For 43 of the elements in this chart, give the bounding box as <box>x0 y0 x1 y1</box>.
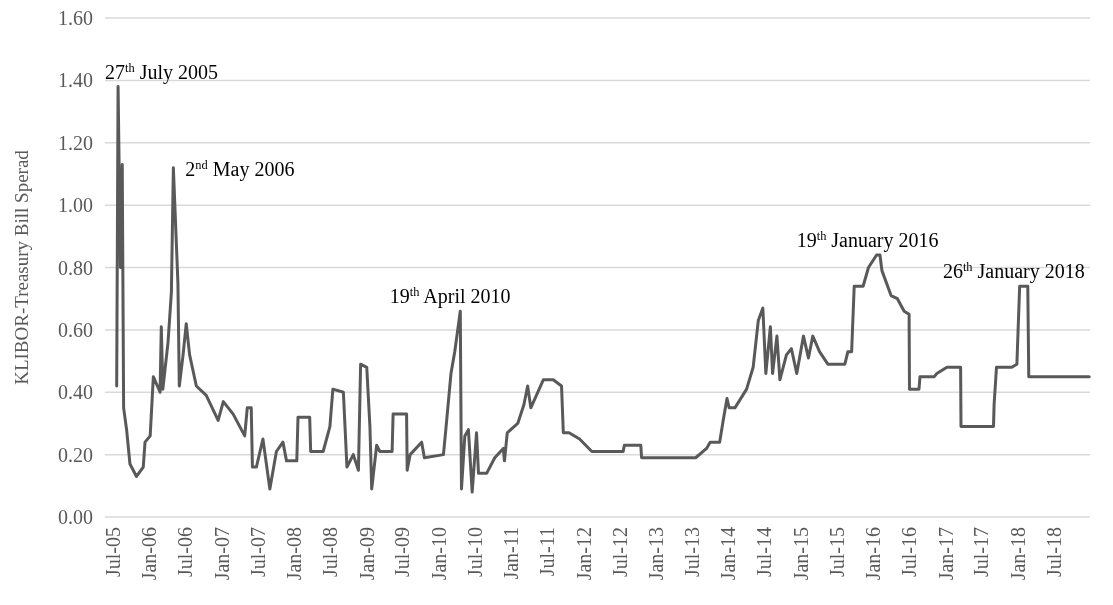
x-tick-label: Jan-10 <box>427 527 450 581</box>
x-tick-label: Jan-15 <box>789 527 812 581</box>
x-tick-label: Jan-16 <box>862 527 885 581</box>
x-tick-label: Jul-05 <box>101 527 124 577</box>
y-tick-label: 0.40 <box>58 381 93 404</box>
x-tick-label: Jan-09 <box>355 527 378 581</box>
annotation: 19$^{th}$ April 2010 <box>389 285 511 309</box>
y-tick-label: 0.20 <box>58 443 93 466</box>
x-tick-label: Jul-07 <box>246 527 269 577</box>
annotation: 2$^{nd}$ May 2006 <box>185 157 295 181</box>
x-tick-label: Jul-10 <box>463 527 486 577</box>
y-tick-label: 1.00 <box>58 194 93 217</box>
x-tick-label: Jan-17 <box>934 527 957 581</box>
x-tick-label: Jul-17 <box>970 527 993 577</box>
x-tick-label: Jan-14 <box>717 527 740 581</box>
y-tick-label: 0.80 <box>58 256 93 279</box>
y-tick-label: 1.60 <box>58 7 93 29</box>
x-tick-label: Jan-11 <box>500 527 523 580</box>
x-tick-label: Jul-06 <box>174 527 197 577</box>
annotation: 19$^{th}$ January 2016 <box>796 229 939 253</box>
x-tick-label: Jul-12 <box>608 527 631 577</box>
line-series <box>115 85 1091 494</box>
x-tick-label: Jan-12 <box>572 527 595 581</box>
x-tick-label: Jul-11 <box>536 527 559 577</box>
y-tick-label: 0.00 <box>58 506 93 528</box>
x-tick-label: Jul-09 <box>391 527 414 577</box>
x-tick-label: Jul-08 <box>319 527 342 577</box>
annotation: 27$^{th}$ July 2005 <box>105 60 218 84</box>
x-tick-label: Jan-08 <box>283 527 306 581</box>
y-tick-label: 0.60 <box>58 318 93 341</box>
x-tick-label: Jul-13 <box>680 527 703 577</box>
y-tick-label: 1.20 <box>58 131 93 154</box>
y-tick-label: 1.40 <box>58 69 93 92</box>
x-tick-label: Jan-13 <box>645 527 668 581</box>
x-tick-label: Jan-07 <box>210 527 233 581</box>
y-axis-title: KLIBOR-Treasury Bill Sperad <box>11 149 32 385</box>
x-tick-label: Jan-06 <box>138 527 161 581</box>
x-tick-label: Jul-18 <box>1042 527 1065 577</box>
x-tick-label: Jul-16 <box>898 527 921 577</box>
x-tick-label: Jul-14 <box>753 527 776 577</box>
annotation: 26$^{th}$ January 2018 <box>942 260 1085 284</box>
x-tick-label: Jan-18 <box>1006 527 1029 581</box>
x-tick-label: Jul-15 <box>825 527 848 577</box>
